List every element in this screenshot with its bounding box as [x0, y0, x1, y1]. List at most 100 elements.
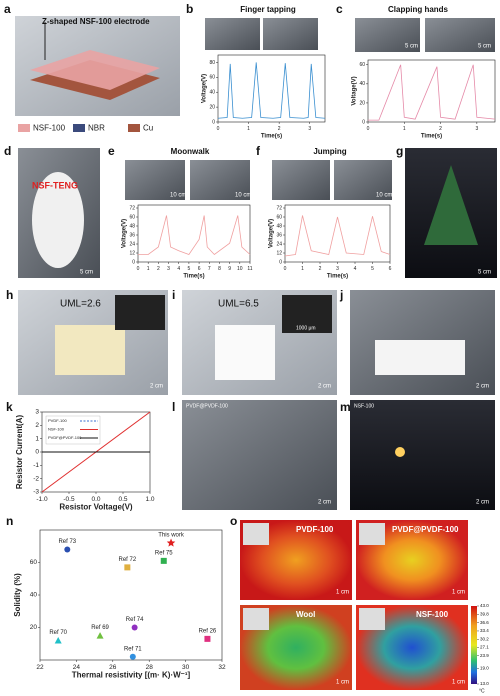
inset — [243, 608, 269, 630]
x-tick-label: 32 — [218, 664, 226, 671]
photo — [425, 18, 495, 52]
scale-bar-label: 1 cm — [336, 590, 349, 596]
y-axis-label: Voltage(V) — [352, 76, 358, 105]
y-tick-label: 3 — [35, 409, 39, 416]
x-axis-label: Time(s) — [183, 274, 204, 280]
x-tick-label: 28 — [146, 664, 154, 671]
x-tick-label: 1 — [147, 266, 150, 272]
y-tick-label: 60 — [276, 214, 282, 220]
y-tick-label: 60 — [359, 62, 365, 68]
scale-bar-label: 2 cm — [476, 500, 489, 506]
y-tick-label: 60 — [129, 214, 135, 220]
colorbar-tick-label: 19.0 — [480, 666, 489, 671]
panel-title: Z-shaped NSF-100 electrode — [42, 17, 150, 26]
y-tick-label: 60 — [209, 75, 215, 81]
photo — [355, 18, 420, 52]
scale-bar-label: 2 cm — [318, 500, 331, 506]
scale-bar-label: 2 cm — [150, 384, 163, 390]
panel-letter: a — [4, 2, 11, 16]
scale-bar-label: 2 cm — [318, 384, 331, 390]
legend-label: PVDF@PVDF-100 — [48, 435, 82, 440]
point — [204, 635, 211, 642]
x-tick-label: 1 — [247, 126, 250, 132]
photo — [263, 18, 318, 50]
panel-letter: k — [6, 400, 13, 414]
scale-bar-label: 5 cm — [80, 270, 93, 276]
image-label: PVDF-100 — [296, 525, 334, 534]
y-tick-label: 20 — [209, 104, 215, 110]
x-tick-label: 5 — [371, 266, 374, 272]
x-tick-label: -0.5 — [63, 496, 75, 503]
x-tick-label: 2 — [157, 266, 160, 272]
point — [96, 632, 104, 639]
panel-letter: j — [339, 288, 343, 302]
y-tick-label: 0 — [362, 119, 365, 125]
scale-bar-label: 5 cm — [405, 44, 418, 50]
photo — [182, 400, 337, 510]
x-tick-label: 24 — [73, 664, 81, 671]
x-tick-label: 5 — [188, 266, 191, 272]
x-tick-label: 11 — [247, 266, 252, 272]
inset-scale-label: 1000 μm — [296, 325, 316, 331]
colorbar-tick-label: 43.0 — [480, 603, 489, 608]
y-tick-label: -1 — [33, 462, 39, 469]
x-tick-label: 0.0 — [91, 496, 100, 503]
image-label: PVDF@PVDF-100 — [392, 525, 459, 534]
colorbar-tick-label: 36.6 — [480, 620, 489, 625]
y-tick-label: 0 — [35, 449, 39, 456]
y-axis-label: Solidity (%) — [13, 573, 22, 617]
x-tick-label: 6 — [389, 266, 392, 272]
x-tick-label: 1 — [403, 126, 406, 132]
colorbar-tick-label: 27.1 — [480, 645, 489, 650]
y-tick-label: 12 — [129, 250, 135, 256]
y-axis-label: Voltage(V) — [269, 219, 275, 248]
point-label: Ref 72 — [119, 557, 137, 563]
colorbar-tick-label: 13.0 — [480, 681, 489, 686]
y-tick-label: 1 — [35, 435, 39, 442]
uml-label: UML=6.5 — [218, 299, 259, 310]
scale-bar-label: 5 cm — [478, 270, 491, 276]
x-tick-label: -1.0 — [36, 496, 48, 503]
point-label: Ref 74 — [126, 617, 144, 623]
shoe — [32, 172, 84, 268]
scale-bar-label: 10 cm — [235, 193, 251, 199]
x-tick-label: 7 — [208, 266, 211, 272]
point-label: Ref 71 — [124, 646, 142, 652]
panel-letter: d — [4, 144, 11, 158]
legend-label: Cu — [143, 124, 153, 133]
x-tick-label: 2 — [278, 126, 281, 132]
point — [64, 546, 71, 553]
y-tick-label: 48 — [129, 223, 135, 229]
point-label: Ref 26 — [199, 628, 217, 634]
x-tick-label: 2 — [439, 126, 442, 132]
y-axis-label: Voltage(V) — [202, 74, 208, 103]
legend-swatch — [73, 124, 85, 132]
photo — [272, 160, 330, 200]
chart-title: Finger tapping — [240, 5, 296, 14]
photo — [190, 160, 250, 200]
scale-bar-label: 1 cm — [452, 680, 465, 686]
point — [129, 653, 136, 660]
inset — [243, 523, 269, 545]
y-tick-label: 36 — [129, 232, 135, 238]
device-label: NSF-TENG — [32, 180, 78, 190]
scale-bar-label: 2 cm — [476, 384, 489, 390]
y-tick-label: 40 — [30, 592, 38, 599]
scale-bar-label: 1 cm — [452, 590, 465, 596]
panel-letter: e — [108, 144, 115, 158]
series-line — [138, 215, 251, 256]
inset — [359, 523, 385, 545]
scale-bar-label: 1 cm — [336, 680, 349, 686]
scale-bar-label: 10 cm — [376, 193, 392, 199]
y-tick-label: 48 — [276, 223, 282, 229]
point — [160, 557, 167, 564]
legend-swatch — [128, 124, 140, 132]
point — [124, 564, 131, 571]
series-line — [217, 62, 326, 119]
image-label: Wool — [296, 610, 315, 619]
sample-label: NSF-100 — [354, 403, 374, 409]
x-tick-label: 2 — [319, 266, 322, 272]
x-tick-label: 22 — [36, 664, 44, 671]
inset — [115, 295, 165, 330]
x-tick-label: 30 — [182, 664, 190, 671]
